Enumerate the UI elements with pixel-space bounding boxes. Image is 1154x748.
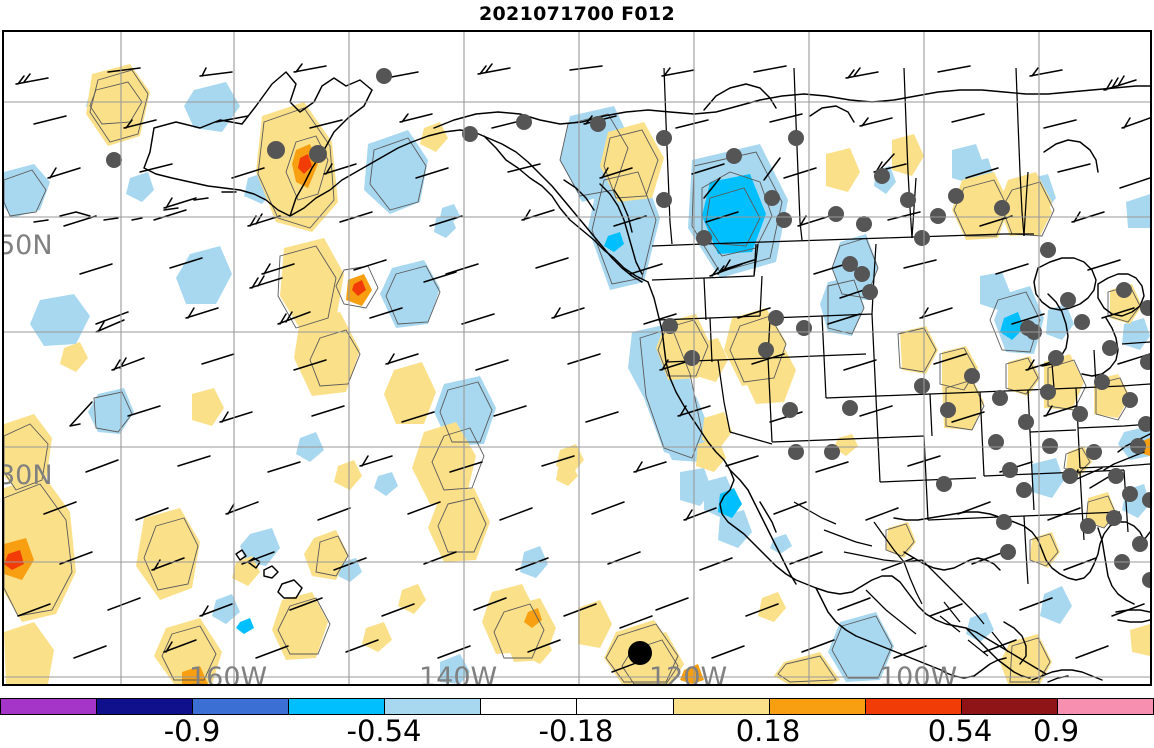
colorbar-segment-11 bbox=[1057, 699, 1153, 714]
graticule-layer bbox=[4, 32, 1150, 684]
colorbar-label-3: 0.18 bbox=[735, 714, 801, 748]
wind-barb-layer bbox=[15, 63, 1150, 673]
map-canvas bbox=[4, 32, 1150, 684]
colorbar-label-4: 0.54 bbox=[927, 714, 993, 748]
colorbar-segment-8 bbox=[769, 699, 866, 714]
colorbar-segment-6 bbox=[577, 699, 674, 714]
colorbar-segment-4 bbox=[385, 699, 482, 714]
colorbar-segment-0 bbox=[1, 699, 98, 714]
highlight-station-marker bbox=[628, 641, 652, 665]
colorbar-segment-9 bbox=[865, 699, 962, 714]
colorbar-tick-labels: -0.9 -0.54 -0.18 0.18 0.54 0.9 bbox=[0, 714, 1154, 748]
colorbar-segment-2 bbox=[193, 699, 290, 714]
colorbar-label-5: 0.9 bbox=[1032, 714, 1080, 748]
colorbar-label-1: -0.54 bbox=[346, 714, 422, 748]
map-panel: 50N 30N 160W 140W 120W 100W bbox=[2, 30, 1152, 686]
colorbar-segment-3 bbox=[289, 699, 386, 714]
colorbar-segment-5 bbox=[481, 699, 578, 714]
colorbar-segment-10 bbox=[961, 699, 1058, 714]
colorbar-segment-7 bbox=[673, 699, 770, 714]
colorbar: -0.9 -0.54 -0.18 0.18 0.54 0.9 bbox=[0, 698, 1154, 748]
colorbar-label-2: -0.18 bbox=[538, 714, 614, 748]
station-marker-layer bbox=[106, 68, 1150, 588]
page-title: 2021071700 F012 bbox=[479, 3, 675, 25]
colorbar-segment-1 bbox=[97, 699, 194, 714]
colorbar-label-0: -0.9 bbox=[163, 714, 221, 748]
colorbar-strip[interactable] bbox=[0, 698, 1154, 715]
